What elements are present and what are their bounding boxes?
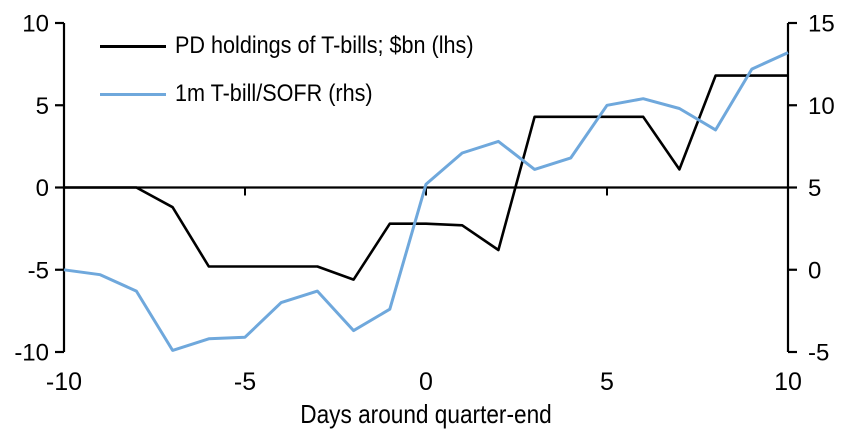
x-axis-tick-label: -10: [46, 368, 82, 396]
left-axis-tick-label: 5: [36, 93, 49, 120]
right-axis-tick-label: 0: [808, 257, 821, 284]
left-axis-tick-label: 0: [36, 175, 49, 202]
legend-label-tbill-sofr: 1m T-bill/SOFR (rhs): [175, 80, 373, 107]
left-axis-tick-label: 10: [22, 11, 49, 38]
x-axis-tick-label: -5: [234, 368, 256, 396]
left-axis-tick-label: -10: [14, 340, 49, 367]
x-axis-title: Days around quarter-end: [300, 399, 552, 429]
series-pd-holdings-line: [64, 74, 788, 281]
x-axis-tick-label: 0: [419, 368, 433, 396]
x-axis-tick-label: 5: [600, 368, 614, 396]
series-tbill-sofr-line: [63, 51, 789, 352]
right-axis-tick-label: 10: [808, 93, 835, 120]
legend-item-pd-holdings: PD holdings of T-bills; $bn (lhs): [100, 22, 507, 70]
legend-line-swatch-black: [100, 44, 166, 48]
right-axis-tick-label: 5: [808, 175, 821, 202]
x-axis-tick-label: 10: [774, 368, 802, 396]
left-axis-tick-label: -5: [28, 257, 49, 284]
right-axis-tick-label: -5: [808, 340, 829, 367]
legend-label-pd-holdings: PD holdings of T-bills; $bn (lhs): [175, 32, 474, 59]
right-axis-tick-label: 15: [808, 11, 835, 38]
legend-line-swatch-blue: [100, 92, 166, 96]
legend-item-tbill-sofr: 1m T-bill/SOFR (rhs): [100, 70, 507, 118]
legend: PD holdings of T-bills; $bn (lhs) 1m T-b…: [100, 22, 507, 118]
